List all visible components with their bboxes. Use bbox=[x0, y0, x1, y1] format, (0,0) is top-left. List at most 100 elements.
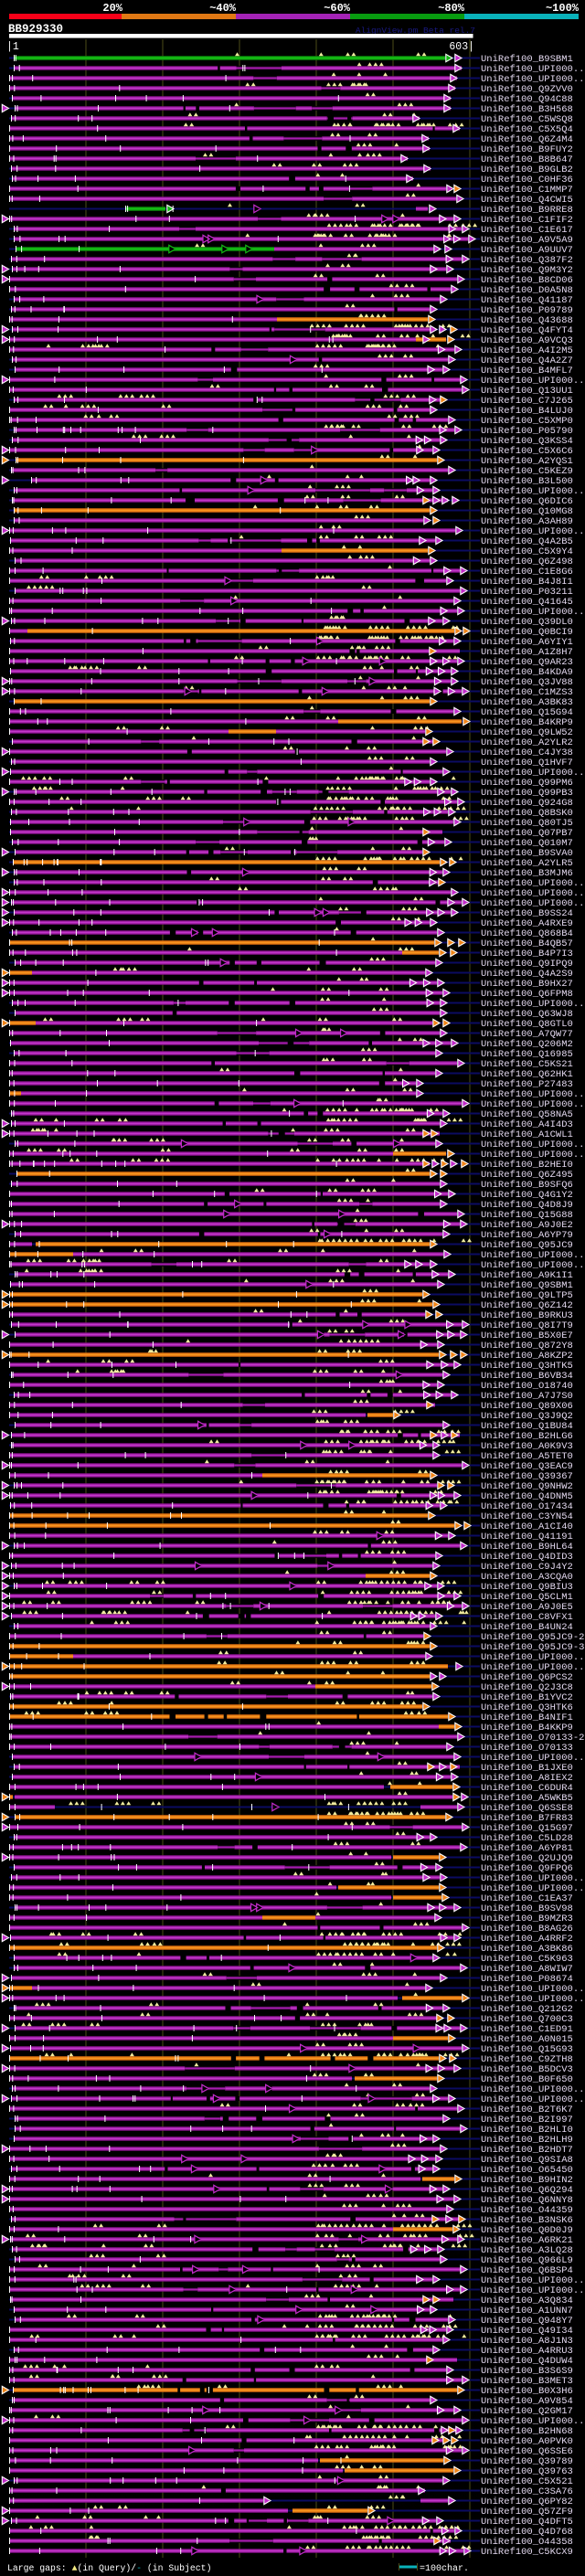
svg-text:UniRef100_C1MZS3: UniRef100_C1MZS3 bbox=[481, 687, 573, 698]
svg-text:UniRef100_C3YN54: UniRef100_C3YN54 bbox=[481, 1511, 573, 1522]
svg-text:UniRef100_Q4G1Y2: UniRef100_Q4G1Y2 bbox=[481, 1190, 573, 1201]
svg-text:UniRef100_UPI000..: UniRef100_UPI000.. bbox=[481, 2416, 584, 2427]
svg-text:UniRef100_Q2GM17: UniRef100_Q2GM17 bbox=[481, 2406, 573, 2417]
svg-text:UniRef100_B3NSK6: UniRef100_B3NSK6 bbox=[481, 2215, 573, 2226]
svg-text:UniRef100_Q16985: UniRef100_Q16985 bbox=[481, 1049, 573, 1060]
svg-text:UniRef100_C9J4Y2: UniRef100_C9J4Y2 bbox=[481, 1562, 573, 1573]
svg-text:UniRef100_B0F650: UniRef100_B0F650 bbox=[481, 2074, 573, 2085]
svg-text:UniRef100_Q3EAC9: UniRef100_Q3EAC9 bbox=[481, 1461, 573, 1472]
svg-text:UniRef100_Q4DUW4: UniRef100_Q4DUW4 bbox=[481, 2356, 573, 2367]
svg-text:UniRef100_B2T6K7: UniRef100_B2T6K7 bbox=[481, 2104, 573, 2115]
svg-text:UniRef100_B9SBM1: UniRef100_B9SBM1 bbox=[481, 54, 573, 65]
svg-text:UniRef100_C4JY38: UniRef100_C4JY38 bbox=[481, 747, 573, 758]
svg-text:UniRef100_A5WKB5: UniRef100_A5WKB5 bbox=[481, 1793, 573, 1804]
svg-text:UniRef100_B2HLH9: UniRef100_B2HLH9 bbox=[481, 2135, 573, 2146]
svg-text:UniRef100_B4KDA9: UniRef100_B4KDA9 bbox=[481, 667, 573, 678]
svg-text:UniRef100_A3AH89: UniRef100_A3AH89 bbox=[481, 516, 573, 527]
svg-text:UniRef100_B5DCV3: UniRef100_B5DCV3 bbox=[481, 2064, 573, 2075]
svg-text:UniRef100_A3BK83: UniRef100_A3BK83 bbox=[481, 697, 573, 708]
svg-text:UniRef100_Q3HTK6: UniRef100_Q3HTK6 bbox=[481, 1702, 573, 1713]
svg-text:UniRef100_B9HL64: UniRef100_B9HL64 bbox=[481, 1542, 573, 1553]
svg-text:UniRef100_C1EA37: UniRef100_C1EA37 bbox=[481, 1893, 573, 1904]
svg-text:UniRef100_Q9SIA8: UniRef100_Q9SIA8 bbox=[481, 2155, 573, 2166]
svg-text:UniRef100_UPI000..: UniRef100_UPI000.. bbox=[481, 1984, 584, 1995]
svg-text:20%: 20% bbox=[102, 2, 122, 15]
svg-text:UniRef100_UPI000..: UniRef100_UPI000.. bbox=[481, 768, 584, 779]
svg-text:UniRef100_Q3J9Q2: UniRef100_Q3J9Q2 bbox=[481, 1411, 573, 1422]
svg-text:UniRef100_Q206M2: UniRef100_Q206M2 bbox=[481, 1039, 573, 1050]
svg-text:UniRef100_UPI000..: UniRef100_UPI000.. bbox=[481, 376, 584, 387]
svg-text:UniRef100_A9K1I1: UniRef100_A9K1I1 bbox=[481, 1270, 573, 1281]
svg-text:UniRef100_Q4DID3: UniRef100_Q4DID3 bbox=[481, 1552, 573, 1563]
svg-text:UniRef100_UPI000..: UniRef100_UPI000.. bbox=[481, 2275, 584, 2286]
svg-text:UniRef100_C9ZTH8: UniRef100_C9ZTH8 bbox=[481, 2054, 573, 2065]
svg-text:UniRef100_C5KCX9: UniRef100_C5KCX9 bbox=[481, 2547, 573, 2558]
svg-text:UniRef100_Q41645: UniRef100_Q41645 bbox=[481, 597, 573, 608]
svg-text:UniRef100_Q99PB3: UniRef100_Q99PB3 bbox=[481, 788, 573, 799]
svg-text:UniRef100_Q13UU1: UniRef100_Q13UU1 bbox=[481, 386, 573, 397]
svg-text:UniRef100_Q95JC9-3: UniRef100_Q95JC9-3 bbox=[481, 1642, 584, 1653]
svg-text:Large gaps: ▲(in Query)/- (in: Large gaps: ▲(in Query)/- (in Subject) bbox=[7, 2563, 211, 2573]
svg-text:UniRef100_A4RRU3: UniRef100_A4RRU3 bbox=[481, 2346, 573, 2357]
svg-text:UniRef100_UPI000..: UniRef100_UPI000.. bbox=[481, 2285, 584, 2296]
svg-text:UniRef100_Q6FPM8: UniRef100_Q6FPM8 bbox=[481, 989, 573, 1000]
svg-text:UniRef100_B1YVC2: UniRef100_B1YVC2 bbox=[481, 1692, 573, 1703]
svg-text:UniRef100_C5KS21: UniRef100_C5KS21 bbox=[481, 1059, 573, 1070]
svg-text:UniRef100_A9UUV7: UniRef100_A9UUV7 bbox=[481, 245, 573, 256]
svg-text:UniRef100_B2HLG6: UniRef100_B2HLG6 bbox=[481, 1431, 573, 1442]
svg-text:UniRef100_Q9AR23: UniRef100_Q9AR23 bbox=[481, 657, 573, 668]
svg-text:UniRef100_UPI000..: UniRef100_UPI000.. bbox=[481, 1140, 584, 1150]
svg-text:UniRef100_UPI000..: UniRef100_UPI000.. bbox=[481, 999, 584, 1010]
svg-text:UniRef100_Q6Z495: UniRef100_Q6Z495 bbox=[481, 1170, 573, 1181]
svg-text:UniRef100_A2YLR2: UniRef100_A2YLR2 bbox=[481, 737, 573, 748]
svg-text:UniRef100_C8VFX1: UniRef100_C8VFX1 bbox=[481, 1612, 573, 1623]
svg-text:UniRef100_P09789: UniRef100_P09789 bbox=[481, 305, 573, 316]
svg-text:UniRef100_B5X0E7: UniRef100_B5X0E7 bbox=[481, 1330, 573, 1341]
svg-text:UniRef100_Q1BU84: UniRef100_Q1BU84 bbox=[481, 1421, 573, 1432]
svg-text:UniRef100_Q5CLM1: UniRef100_Q5CLM1 bbox=[481, 1592, 573, 1603]
svg-text:UniRef100_Q948Y7: UniRef100_Q948Y7 bbox=[481, 2316, 573, 2327]
svg-text:UniRef100_Q4D8J9: UniRef100_Q4D8J9 bbox=[481, 1200, 573, 1211]
svg-text:UniRef100_A3LQ28: UniRef100_A3LQ28 bbox=[481, 2245, 573, 2256]
svg-text:UniRef100_B4LUJ0: UniRef100_B4LUJ0 bbox=[481, 406, 573, 417]
svg-text:UniRef100_Q9SBM1: UniRef100_Q9SBM1 bbox=[481, 1280, 573, 1291]
svg-text:UniRef100_UPI000..: UniRef100_UPI000.. bbox=[481, 1873, 584, 1884]
svg-text:UniRef100_C3SA76: UniRef100_C3SA76 bbox=[481, 2486, 573, 2497]
svg-text:UniRef100_B9SFQ6: UniRef100_B9SFQ6 bbox=[481, 1180, 573, 1191]
svg-text:UniRef100_C5X5Q4: UniRef100_C5X5Q4 bbox=[481, 124, 573, 135]
svg-text:UniRef100_Q6PY82: UniRef100_Q6PY82 bbox=[481, 2496, 573, 2507]
svg-text:UniRef100_B2HDT7: UniRef100_B2HDT7 bbox=[481, 2145, 573, 2156]
svg-text:UniRef100_C5XMP0: UniRef100_C5XMP0 bbox=[481, 416, 573, 427]
svg-text:UniRef100_A0PVK0: UniRef100_A0PVK0 bbox=[481, 2436, 573, 2447]
svg-text:UniRef100_A1CI40: UniRef100_A1CI40 bbox=[481, 1521, 573, 1532]
svg-text:UniRef100_A9V854: UniRef100_A9V854 bbox=[481, 2396, 573, 2407]
svg-text:UniRef100_Q3KSS4: UniRef100_Q3KSS4 bbox=[481, 436, 573, 447]
svg-text:UniRef100_A3CQA0: UniRef100_A3CQA0 bbox=[481, 1572, 573, 1583]
svg-text:UniRef100_Q4CWI5: UniRef100_Q4CWI5 bbox=[481, 195, 573, 206]
svg-text:UniRef100_Q6NNY8: UniRef100_Q6NNY8 bbox=[481, 2195, 573, 2206]
svg-text:UniRef100_Q15G97: UniRef100_Q15G97 bbox=[481, 1823, 573, 1834]
svg-text:UniRef100_Q1HVF7: UniRef100_Q1HVF7 bbox=[481, 758, 573, 769]
svg-text:~80%: ~80% bbox=[438, 2, 465, 15]
svg-text:UniRef100_Q868B4: UniRef100_Q868B4 bbox=[481, 928, 573, 939]
svg-text:UniRef100_P05790: UniRef100_P05790 bbox=[481, 426, 573, 437]
svg-text:UniRef100_A4I2M5: UniRef100_A4I2M5 bbox=[481, 345, 573, 356]
svg-text:603|: 603| bbox=[449, 41, 474, 53]
svg-text:UniRef100_B3S6S9: UniRef100_B3S6S9 bbox=[481, 2366, 573, 2377]
svg-text:UniRef100_UPI000..: UniRef100_UPI000.. bbox=[481, 1089, 584, 1100]
svg-text:UniRef100_O65450: UniRef100_O65450 bbox=[481, 2165, 573, 2176]
svg-text:UniRef100_B4P7I3: UniRef100_B4P7I3 bbox=[481, 949, 573, 959]
svg-text:UniRef100_A0N015: UniRef100_A0N015 bbox=[481, 2034, 573, 2045]
svg-text:UniRef100_B9RKU3: UniRef100_B9RKU3 bbox=[481, 1310, 573, 1321]
svg-text:UniRef100_B2HLI0: UniRef100_B2HLI0 bbox=[481, 2125, 573, 2136]
svg-text:UniRef100_B9FUY2: UniRef100_B9FUY2 bbox=[481, 144, 573, 155]
svg-text:UniRef100_A6RK21: UniRef100_A6RK21 bbox=[481, 2235, 573, 2246]
svg-text:UniRef100_B8B647: UniRef100_B8B647 bbox=[481, 154, 573, 165]
svg-text:UniRef100_Q9M3Y2: UniRef100_Q9M3Y2 bbox=[481, 265, 573, 276]
svg-text:UniRef100_Q80TJ5: UniRef100_Q80TJ5 bbox=[481, 818, 573, 829]
svg-text:UniRef100_B4QB57: UniRef100_B4QB57 bbox=[481, 938, 573, 949]
svg-text:UniRef100_C5WSQ8: UniRef100_C5WSQ8 bbox=[481, 114, 573, 125]
svg-text:UniRef100_Q9LW52: UniRef100_Q9LW52 bbox=[481, 727, 573, 738]
svg-text:UniRef100_P08674: UniRef100_P08674 bbox=[481, 1974, 573, 1985]
svg-text:UniRef100_A1CWL1: UniRef100_A1CWL1 bbox=[481, 1129, 573, 1140]
